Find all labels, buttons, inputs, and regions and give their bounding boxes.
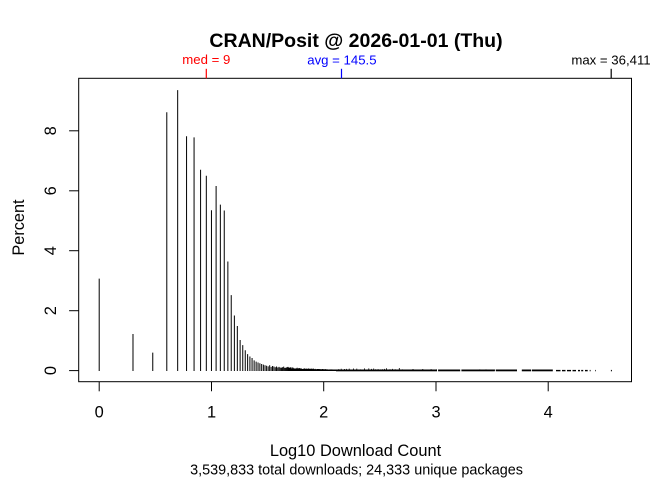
svg-text:3,539,833 total downloads; 24,: 3,539,833 total downloads; 24,333 unique… <box>190 462 523 478</box>
svg-text:4: 4 <box>544 403 553 421</box>
svg-text:0: 0 <box>42 366 60 375</box>
svg-text:2: 2 <box>42 306 60 315</box>
svg-text:8: 8 <box>42 126 60 135</box>
svg-text:6: 6 <box>42 186 60 195</box>
svg-text:3: 3 <box>431 403 440 421</box>
svg-text:Percent: Percent <box>10 199 28 256</box>
svg-text:1: 1 <box>207 403 216 421</box>
svg-text:avg = 145.5: avg = 145.5 <box>307 53 376 68</box>
svg-text:Log10 Download Count: Log10 Download Count <box>270 442 442 460</box>
svg-text:CRAN/Posit @ 2026-01-01 (Thu): CRAN/Posit @ 2026-01-01 (Thu) <box>209 30 502 52</box>
svg-text:4: 4 <box>42 246 60 255</box>
svg-text:2: 2 <box>319 403 328 421</box>
svg-text:max = 36,411: max = 36,411 <box>571 52 650 67</box>
svg-text:0: 0 <box>95 403 104 421</box>
svg-text:med = 9: med = 9 <box>182 52 230 67</box>
